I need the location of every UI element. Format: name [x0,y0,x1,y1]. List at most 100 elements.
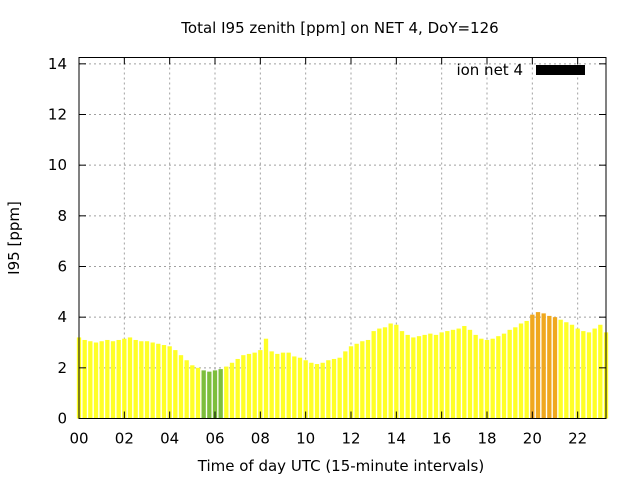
bar [394,324,399,419]
bar [496,336,501,419]
bar [365,339,371,419]
x-tick-label: 12 [341,430,360,448]
bar [484,339,490,419]
bar [178,355,184,419]
bar [518,323,524,419]
bar [314,364,320,419]
bar [479,338,484,419]
bar [116,339,121,419]
bar [212,370,218,419]
bar [399,331,405,419]
bar [241,355,246,419]
x-axis-label: Time of day UTC (15-minute intervals) [197,457,484,475]
bar [530,314,535,419]
bar [99,341,104,419]
bar [377,328,382,419]
bar [558,319,563,419]
x-tick-label: 14 [387,430,406,448]
bar [218,369,223,419]
bar [371,331,376,419]
bar [207,371,212,419]
bar [343,351,348,419]
bar [467,329,473,419]
bar [586,332,592,419]
y-tick-label: 8 [57,207,67,225]
bar [93,342,99,419]
bar [354,343,359,419]
bar [297,357,303,419]
chart-title: Total I95 zenith [ppm] on NET 4, DoY=126 [180,19,498,37]
bar [292,356,297,419]
bar [144,341,150,419]
bar [127,337,133,419]
x-tick-label: 06 [205,430,224,448]
bar [173,350,178,419]
bar [456,328,461,419]
bar [575,328,580,419]
y-axis-label: I95 [ppm] [5,201,23,275]
y-tick-label: 10 [48,156,67,174]
x-tick-label: 04 [160,430,179,448]
bar [246,353,252,419]
bar [229,362,235,419]
bar [445,331,450,419]
bar [433,334,439,419]
bar [581,331,586,419]
plot-frame [78,57,607,419]
bar [190,365,195,419]
y-tick-label: 6 [57,258,67,276]
bar [331,358,337,419]
bar [195,367,201,419]
bar [552,317,558,419]
bar [309,362,314,419]
y-tick-label: 2 [57,359,67,377]
bar [592,328,597,419]
bar [439,332,444,419]
bar [450,329,456,419]
bar [348,346,354,419]
y-tick-label: 4 [57,308,67,326]
bar [547,315,552,419]
bar [286,352,291,419]
bar [224,366,229,419]
bar [462,326,467,419]
bar [428,333,433,419]
bar [524,320,529,419]
bar [337,357,342,419]
legend-swatch [536,65,585,75]
x-tick-label: 16 [432,430,451,448]
bar [88,341,93,419]
y-tick-label: 0 [57,410,67,428]
bar [201,370,206,419]
bar [184,360,189,419]
bar [269,351,274,419]
bar [473,334,478,419]
bar [326,360,331,419]
bar [405,334,410,419]
bar [507,329,512,419]
bar [598,324,603,419]
bar [513,327,518,419]
bar [388,323,393,419]
bar [411,337,416,419]
bar [258,350,263,419]
bar [280,352,286,419]
bar [564,322,569,419]
bar [150,342,155,419]
bar [541,313,546,419]
bar [161,345,167,419]
bar [139,341,144,419]
y-tick-label: 12 [48,106,67,124]
bar [252,352,257,419]
bar [360,341,365,419]
bar [382,327,388,419]
x-tick-label: 02 [115,430,134,448]
x-tick-label: 10 [296,430,315,448]
x-tick-label: 22 [568,430,587,448]
bar [156,343,161,419]
legend-label: ion net 4 [456,61,523,79]
x-tick-label: 00 [69,430,88,448]
x-tick-label: 20 [523,430,542,448]
